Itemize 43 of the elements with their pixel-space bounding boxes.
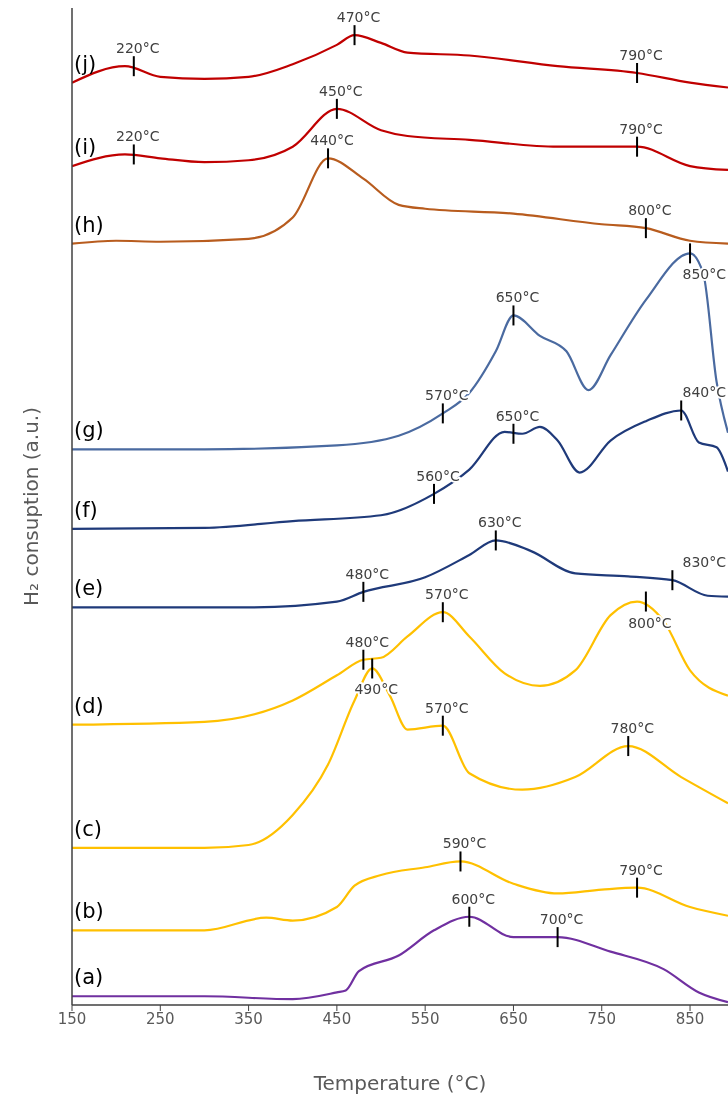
annotation: 830°C (682, 554, 727, 571)
annotation: 480°C (345, 633, 390, 650)
annotation: 470°C (336, 9, 381, 26)
series-label: (b) (74, 899, 104, 924)
x-tick-label: 150 (57, 1009, 87, 1028)
series-label: (e) (74, 576, 104, 601)
annotation: 560°C (416, 467, 460, 484)
annotation: 790°C (619, 861, 664, 878)
annotation: 570°C (425, 586, 469, 603)
x-tick-label: 850 (675, 1009, 705, 1028)
annotation: 450°C (319, 82, 363, 99)
series-label: (i) (74, 135, 97, 160)
x-tick-label: 450 (322, 1009, 352, 1028)
annotation: 220°C (116, 128, 160, 145)
annotation: 780°C (610, 720, 655, 737)
annotation: 480°C (345, 565, 390, 582)
annotation: 630°C (478, 514, 522, 531)
x-tick-label: 250 (145, 1009, 175, 1028)
annotation: 570°C (425, 387, 469, 404)
annotation: 570°C (425, 699, 469, 716)
annotation: 220°C (116, 40, 160, 57)
annotation: 700°C (539, 911, 584, 928)
annotation: 650°C (495, 407, 540, 424)
series-label: (g) (74, 418, 104, 443)
y-axis-title: H₂ consuption (a.u.) (19, 406, 43, 607)
annotation: 800°C (628, 202, 672, 219)
annotation: 790°C (619, 46, 664, 63)
annotation: 590°C (442, 835, 487, 852)
x-tick-label: 350 (234, 1009, 263, 1028)
series-label: (f) (74, 497, 98, 522)
x-tick-label: 550 (410, 1009, 440, 1028)
series-label: (c) (74, 816, 102, 841)
annotation: 790°C (619, 120, 664, 137)
series-label: (h) (74, 212, 104, 237)
series-label: (d) (74, 693, 104, 718)
annotation: 600°C (451, 890, 496, 907)
annotation: 440°C (310, 132, 355, 149)
x-tick-label: 750 (587, 1009, 617, 1028)
series-label: (a) (74, 965, 104, 990)
x-tick-label: 650 (499, 1009, 528, 1028)
x-axis-title: Temperature (°C) (312, 1071, 487, 1095)
series-label: (j) (74, 51, 97, 76)
annotation: 650°C (495, 289, 540, 306)
